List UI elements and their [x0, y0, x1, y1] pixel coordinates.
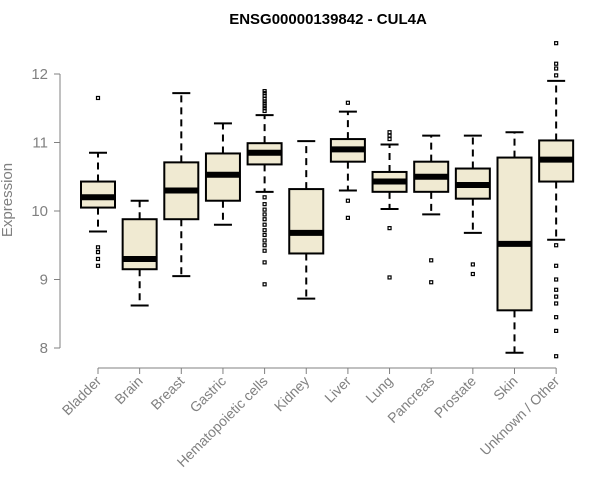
- outlier-point: [429, 258, 434, 263]
- outlier-point: [262, 248, 267, 253]
- outlier-point: [262, 202, 267, 207]
- chart-title: ENSG00000139842 - CUL4A: [229, 11, 427, 28]
- outlier-point: [554, 354, 559, 359]
- outlier-point: [345, 100, 350, 105]
- outlier-point: [554, 41, 559, 46]
- outlier-point: [387, 130, 392, 135]
- box-prostate: [454, 134, 491, 277]
- box-pancreas: [413, 134, 450, 285]
- outlier-point: [554, 287, 559, 292]
- outlier-point: [554, 263, 559, 268]
- x-tick-label: Breast: [147, 373, 187, 413]
- outlier-point: [429, 280, 434, 285]
- outlier-point: [554, 73, 559, 78]
- outlier-point: [345, 215, 350, 220]
- x-tick-label: Brain: [111, 373, 145, 407]
- outlier-point: [554, 315, 559, 320]
- outlier-point: [95, 263, 101, 268]
- box-lung: [371, 130, 408, 280]
- y-axis-label: Expression: [0, 163, 16, 237]
- box-breast: [163, 92, 200, 278]
- outlier-point: [554, 66, 559, 71]
- box-kidney: [288, 140, 325, 300]
- outlier-point: [554, 294, 559, 299]
- outlier-point: [262, 243, 267, 248]
- x-tick-label: Lung: [362, 373, 395, 406]
- outlier-point: [262, 238, 267, 243]
- outlier-point: [387, 136, 392, 142]
- outlier-point: [95, 245, 101, 250]
- box-bladder: [80, 95, 116, 268]
- outlier-point: [554, 243, 559, 248]
- outlier-point: [262, 260, 267, 265]
- outlier-point: [95, 95, 101, 101]
- outlier-point: [345, 198, 350, 203]
- box-brain: [121, 199, 158, 307]
- outlier-point: [554, 301, 559, 306]
- outlier-point: [554, 277, 559, 282]
- y-tick-label: 8: [40, 340, 48, 357]
- box-gastric: [204, 122, 241, 226]
- box-iqr: [496, 156, 533, 312]
- outlier-point: [262, 108, 267, 114]
- x-tick-label: Prostate: [431, 373, 479, 421]
- outlier-point: [387, 275, 392, 280]
- y-tick-label: 10: [31, 203, 48, 220]
- y-tick-label: 9: [40, 272, 48, 289]
- outlier-point: [262, 195, 267, 200]
- box-hematopoietic-cells: [246, 89, 283, 287]
- outlier-point: [470, 262, 475, 267]
- y-axis: 8 9 10 11 12: [31, 66, 61, 357]
- outlier-point: [387, 226, 392, 231]
- outlier-point: [470, 271, 475, 277]
- outlier-point: [262, 228, 267, 233]
- outlier-point: [554, 61, 559, 66]
- x-tick-label: Liver: [321, 373, 354, 406]
- x-tick-label: Kidney: [271, 373, 313, 415]
- box-series: [80, 41, 575, 359]
- box-liver: [329, 100, 366, 220]
- outlier-point: [262, 232, 267, 238]
- outlier-point: [387, 133, 392, 138]
- box-skin: [496, 131, 533, 354]
- x-tick-label: Bladder: [59, 373, 105, 419]
- outlier-point: [95, 256, 101, 262]
- outlier-point: [262, 207, 267, 212]
- y-tick-label: 11: [32, 135, 48, 152]
- outlier-point: [262, 282, 267, 287]
- x-tick-label: Unknown / Other: [477, 373, 563, 459]
- outlier-point: [262, 212, 267, 217]
- box-iqr: [288, 188, 325, 255]
- box-unknown-other: [538, 41, 575, 359]
- x-tick-label: Skin: [490, 373, 521, 404]
- y-tick-label: 12: [31, 66, 48, 83]
- outlier-point: [95, 250, 101, 255]
- outlier-point: [262, 217, 267, 222]
- outlier-point: [262, 222, 267, 227]
- outlier-point: [554, 328, 559, 333]
